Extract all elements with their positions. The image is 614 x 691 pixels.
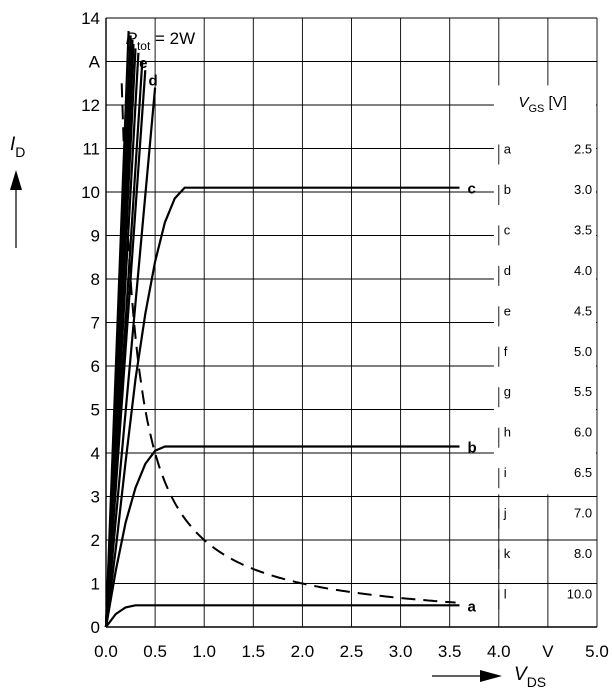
x-tick-label: V (542, 642, 554, 661)
y-tick-label: 9 (91, 227, 100, 246)
y-tick-label: 7 (91, 314, 100, 333)
legend-row-value: 3.0 (574, 182, 592, 197)
legend-row-label: a (504, 142, 512, 157)
legend-row-label: d (504, 263, 511, 278)
y-tick-label: 3 (91, 488, 100, 507)
x-tick-label: 4.0 (487, 642, 511, 661)
y-tick-label: 6 (91, 357, 100, 376)
x-tick-label: 3.0 (389, 642, 413, 661)
legend-row-label: h (504, 425, 511, 440)
y-tick-label: 11 (82, 140, 100, 159)
power-dissipation-curve (120, 83, 456, 604)
legend-row-label: g (504, 384, 511, 399)
y-axis-arrowhead (10, 170, 22, 190)
legend-row-value: 3.5 (574, 222, 592, 237)
legend-row-value: 8.0 (574, 546, 592, 561)
legend-background (493, 85, 596, 495)
x-tick-label: 2.0 (291, 642, 315, 661)
legend-row-value: 5.5 (574, 384, 592, 399)
x-axis-arrowhead (480, 670, 502, 682)
y-tick-label: 5 (91, 401, 100, 420)
legend-row-value: 10.0 (567, 587, 592, 602)
y-tick-label: A (89, 53, 101, 72)
curve-label-a: a (468, 598, 477, 615)
x-tick-label: 2.5 (340, 642, 364, 661)
legend-row-label: k (504, 546, 511, 561)
curve-label-e: e (139, 55, 147, 72)
y-tick-label: 4 (91, 444, 100, 463)
x-tick-label: 0.0 (94, 642, 118, 661)
legend-row-label: e (504, 303, 511, 318)
legend-row-value: 6.0 (574, 425, 592, 440)
series-group (104, 31, 460, 628)
legend-row-label: c (504, 222, 511, 237)
legend-row-label: b (504, 182, 511, 197)
curve-b (104, 445, 460, 628)
legend-row-value: 4.5 (574, 303, 592, 318)
curve-l (104, 31, 130, 628)
y-tick-label: 8 (91, 270, 100, 289)
y-tick-label: 1 (91, 575, 100, 594)
legend-row-label: l (504, 587, 507, 602)
y-tick-label: 0 (91, 618, 100, 637)
curve-d (104, 87, 157, 628)
power-annotation: Ptot = 2W (126, 29, 196, 53)
legend-row-label: i (504, 465, 507, 480)
x-tick-label: 1.0 (192, 642, 216, 661)
y-axis-label: ID (10, 134, 25, 160)
curve-a (105, 604, 460, 628)
x-tick-label: 3.5 (438, 642, 462, 661)
x-tick-label: 1.5 (241, 642, 265, 661)
legend-row-label: j (503, 506, 507, 521)
x-tick-label: 0.5 (143, 642, 167, 661)
legend-row-value: 4.0 (574, 263, 592, 278)
legend-row-value: 2.5 (574, 142, 592, 157)
curve-label-b: b (468, 439, 477, 456)
x-tick-label: 5.0 (585, 642, 609, 661)
y-tick-label: 10 (81, 183, 100, 202)
axes (10, 18, 597, 682)
legend-header: VGS [V] (518, 94, 566, 115)
curve-label-d: d (149, 73, 158, 90)
y-tick-label: 14 (81, 9, 100, 28)
y-tick-label: 2 (91, 531, 100, 550)
y-tick-label: 12 (81, 96, 100, 115)
curve-c (104, 186, 460, 628)
vgs-legend-table: VGS [V] a 2.5 b 3.0 c 3.5 d 4.0 e 4.5 f 5.0 g 5.5 h 6.0 i… (493, 85, 596, 610)
curve-label-c: c (468, 181, 476, 198)
legend-row-value: 7.0 (574, 506, 592, 521)
legend-row-value: 5.0 (574, 344, 592, 359)
legend-row-label: f (504, 344, 508, 359)
legend-row-value: 6.5 (574, 465, 592, 480)
x-axis-label: VDS (514, 664, 546, 690)
